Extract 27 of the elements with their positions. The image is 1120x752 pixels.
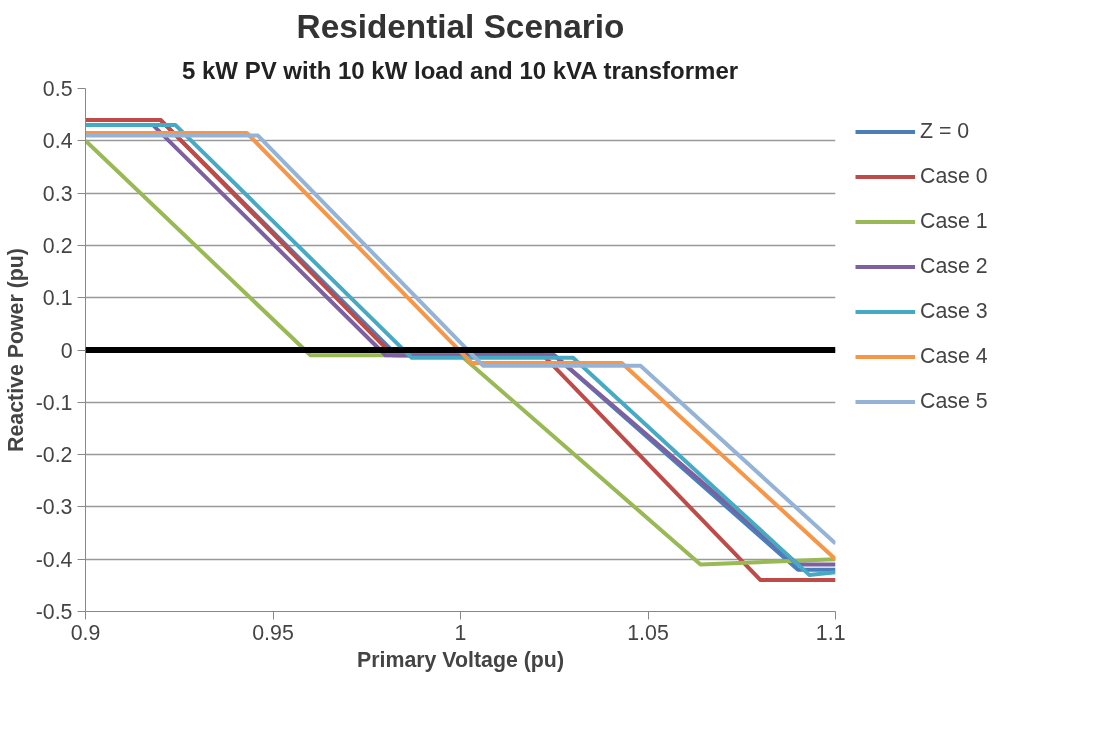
y-tick-label: -0.3 [35,495,73,520]
x-axis-title: Primary Voltage (pu) [357,647,565,672]
y-tick-label: 0.3 [42,181,73,206]
x-tick-label: 1 [454,620,467,645]
legend-label: Case 3 [920,298,988,324]
x-tick-label: 0.9 [70,620,101,645]
y-tick-label: -0.5 [35,600,73,624]
y-tick-label: -0.2 [35,443,73,468]
y-tick-label: -0.4 [35,547,73,572]
legend-label: Case 0 [920,163,988,189]
legend-label: Case 1 [920,208,988,234]
x-tick-label: 1.1 [815,620,846,645]
y-tick-label: 0.5 [42,77,73,101]
y-tick-label: 0.1 [42,286,73,311]
y-axis-title: Reactive Power (pu) [3,248,28,452]
legend-label: Case 4 [920,343,988,369]
legend-label: Case 2 [920,253,988,279]
x-tick-label: 0.95 [252,620,294,645]
y-tick-label: 0 [60,338,73,363]
chart-title: Residential Scenario [296,7,625,45]
legend-label: Case 5 [920,388,988,414]
y-tick-label: 0.4 [42,129,73,154]
chart-subtitle: 5 kW PV with 10 kW load and 10 kVA transformer [181,56,739,84]
x-tick-label: 1.05 [627,620,669,645]
y-tick-label: -0.1 [35,390,73,415]
y-tick-label: 0.2 [42,233,73,258]
legend-label: Z = 0 [920,118,970,144]
